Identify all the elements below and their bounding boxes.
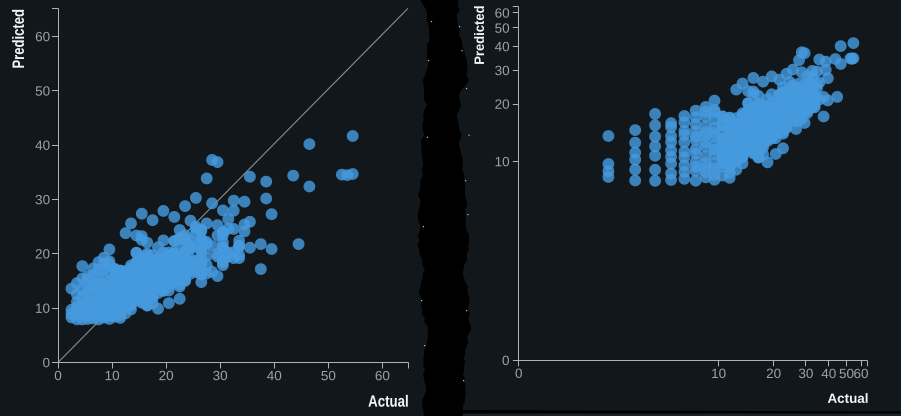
svg-text:0: 0 [515, 366, 523, 381]
svg-text:50: 50 [495, 21, 510, 36]
svg-text:30: 30 [35, 192, 50, 207]
svg-text:60: 60 [853, 366, 868, 381]
svg-text:20: 20 [35, 246, 50, 261]
svg-text:30: 30 [798, 366, 813, 381]
svg-text:60: 60 [495, 6, 510, 21]
svg-text:40: 40 [495, 39, 510, 54]
svg-text:40: 40 [821, 366, 836, 381]
svg-text:20: 20 [495, 97, 510, 112]
svg-text:50: 50 [35, 84, 50, 99]
svg-text:50: 50 [321, 368, 336, 383]
svg-text:10: 10 [495, 154, 510, 169]
svg-text:40: 40 [35, 138, 50, 153]
svg-text:40: 40 [267, 368, 282, 383]
svg-text:20: 20 [766, 366, 781, 381]
svg-text:60: 60 [35, 29, 50, 44]
svg-text:30: 30 [213, 368, 228, 383]
svg-text:10: 10 [35, 301, 50, 316]
svg-text:Predicted: Predicted [10, 9, 28, 69]
svg-text:0: 0 [502, 353, 510, 368]
svg-text:50: 50 [839, 366, 854, 381]
svg-text:Actual: Actual [368, 393, 409, 411]
svg-text:0: 0 [42, 355, 50, 370]
svg-text:20: 20 [159, 368, 174, 383]
svg-text:0: 0 [54, 368, 62, 383]
svg-text:60: 60 [375, 368, 390, 383]
svg-text:10: 10 [711, 366, 726, 381]
svg-text:10: 10 [105, 368, 120, 383]
svg-text:Actual: Actual [827, 391, 868, 406]
svg-text:30: 30 [495, 63, 510, 78]
svg-text:Predicted: Predicted [472, 5, 487, 64]
